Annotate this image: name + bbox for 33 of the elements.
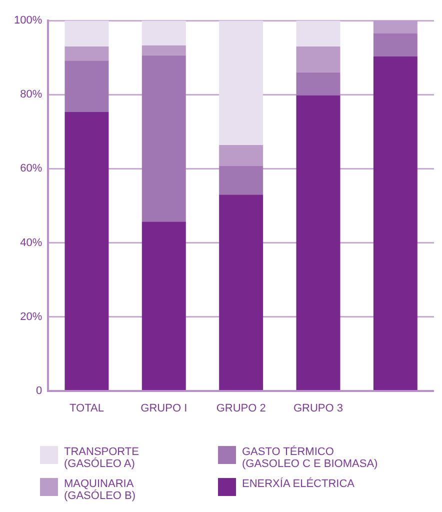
x-tick-label: TOTAL — [70, 402, 104, 414]
y-tick-label: 60% — [20, 162, 42, 175]
bar — [142, 222, 186, 390]
y-tick-label: 0 — [36, 384, 42, 397]
bar — [296, 95, 340, 390]
y-tick-label: 100% — [14, 14, 42, 27]
y-tick-label: 80% — [20, 88, 42, 101]
legend-label: MAQUINARIA (GASÓLEO B) — [64, 478, 137, 502]
x-tick-label: GRUPO 2 — [216, 402, 266, 414]
bar — [296, 46, 340, 72]
legend-label: TRANSPORTE (GASÓLEO A) — [64, 446, 140, 470]
bar — [64, 60, 109, 112]
bar — [219, 20, 264, 145]
bar — [373, 20, 418, 34]
x-tick-label: GRUPO I — [140, 402, 188, 414]
bar — [219, 194, 264, 390]
bar — [64, 112, 109, 390]
bar — [142, 45, 186, 56]
legend-label: GASTO TÉRMICO (GASOLEO C E BIOMASA) — [242, 446, 378, 470]
bar — [142, 20, 186, 46]
bar — [64, 46, 109, 61]
bar — [373, 56, 418, 390]
bar — [296, 72, 340, 96]
y-tick-label: 20% — [20, 310, 42, 323]
x-tick-label: GRUPO 3 — [293, 402, 343, 414]
bar — [296, 20, 340, 47]
legend-label: ENERXÍA ELÉCTRICA — [242, 478, 354, 490]
y-tick-label: 40% — [20, 236, 42, 249]
bar — [219, 144, 264, 166]
bar — [219, 166, 264, 195]
bar — [373, 34, 418, 57]
bar — [64, 20, 109, 47]
bar — [142, 55, 186, 222]
